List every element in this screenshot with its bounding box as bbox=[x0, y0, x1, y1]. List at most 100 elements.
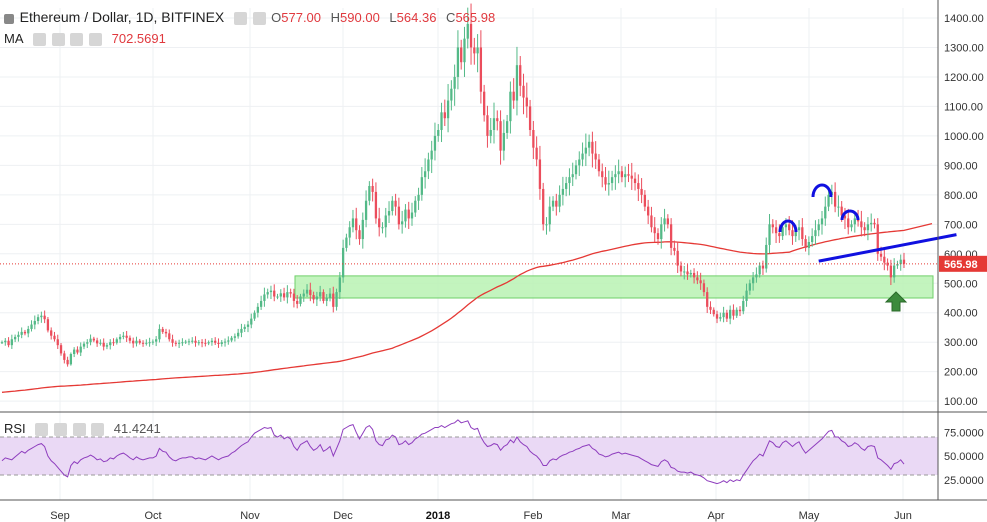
candle-body bbox=[604, 177, 607, 185]
settings-icon[interactable] bbox=[53, 423, 67, 437]
candle bbox=[410, 202, 414, 226]
candle-body bbox=[768, 224, 771, 245]
candle bbox=[371, 178, 374, 202]
candle bbox=[220, 340, 223, 347]
candle-body bbox=[847, 218, 850, 228]
support-zone-rect bbox=[294, 275, 934, 299]
candle-body bbox=[210, 340, 214, 343]
candle-body bbox=[719, 317, 722, 319]
candle bbox=[814, 220, 817, 245]
candle bbox=[95, 337, 99, 347]
candle bbox=[325, 294, 328, 307]
candle bbox=[279, 289, 282, 302]
candle bbox=[30, 320, 33, 332]
candle bbox=[266, 288, 269, 299]
candle bbox=[109, 339, 112, 350]
candle bbox=[151, 339, 155, 345]
candle-body bbox=[217, 342, 220, 344]
settings-icon[interactable] bbox=[252, 12, 266, 26]
candle bbox=[837, 195, 840, 217]
candle-body bbox=[292, 293, 296, 301]
candle-body bbox=[410, 212, 414, 219]
close-icon[interactable] bbox=[70, 33, 84, 47]
price-tick-label: 100.00 bbox=[944, 396, 978, 408]
close-icon[interactable] bbox=[72, 423, 86, 437]
candle-body bbox=[833, 191, 837, 207]
candle bbox=[273, 284, 276, 302]
candle bbox=[456, 30, 460, 90]
candle bbox=[394, 193, 397, 216]
candle bbox=[69, 352, 73, 366]
candle bbox=[440, 102, 443, 143]
eye-icon[interactable] bbox=[33, 33, 47, 47]
candle-body bbox=[269, 290, 273, 293]
symbol-title[interactable]: Ethereum / Dollar, 1D, BITFINEX bbox=[19, 9, 225, 25]
candle bbox=[886, 258, 889, 271]
candle bbox=[453, 64, 456, 106]
candle-body bbox=[692, 272, 696, 278]
candle bbox=[811, 228, 814, 247]
candle bbox=[686, 264, 689, 280]
rsi-label[interactable]: RSI bbox=[4, 421, 26, 436]
candle-body bbox=[735, 309, 738, 316]
candle bbox=[138, 338, 141, 345]
more-icon[interactable] bbox=[89, 33, 102, 47]
candle bbox=[391, 196, 394, 216]
candle bbox=[338, 272, 341, 300]
candle-body bbox=[715, 314, 719, 319]
candle bbox=[335, 288, 338, 311]
candle-body bbox=[637, 183, 640, 189]
candle-body bbox=[158, 328, 161, 340]
ma-label[interactable]: MA bbox=[4, 31, 24, 46]
candle bbox=[46, 316, 50, 333]
candle bbox=[246, 320, 250, 333]
candle-body bbox=[742, 300, 745, 312]
candle-body bbox=[135, 340, 138, 344]
candle-body bbox=[171, 339, 174, 343]
candle bbox=[210, 338, 214, 346]
candle-body bbox=[863, 227, 866, 231]
eye-icon[interactable] bbox=[35, 423, 49, 437]
candle-body bbox=[50, 330, 53, 336]
arrow-shape bbox=[884, 291, 908, 312]
candle bbox=[568, 168, 571, 196]
candle-body bbox=[466, 23, 469, 39]
candle bbox=[804, 235, 807, 252]
candle bbox=[227, 336, 230, 345]
candle-body bbox=[512, 91, 515, 101]
candle bbox=[702, 279, 706, 297]
candle-body bbox=[118, 336, 122, 340]
time-tick-label: 2018 bbox=[426, 510, 450, 522]
candle-body bbox=[460, 47, 463, 63]
candle-body bbox=[502, 132, 505, 151]
candle-body bbox=[696, 277, 699, 281]
candle bbox=[771, 219, 774, 234]
candle-body bbox=[817, 224, 820, 231]
candle bbox=[630, 162, 633, 190]
candle bbox=[699, 272, 702, 290]
candle-body bbox=[483, 91, 486, 116]
candle bbox=[407, 201, 410, 230]
candle-body bbox=[732, 309, 735, 316]
candle-body bbox=[43, 315, 46, 320]
candle-body bbox=[837, 206, 840, 208]
candle-body bbox=[305, 289, 309, 294]
settings-icon[interactable] bbox=[51, 33, 65, 47]
candle-body bbox=[128, 337, 132, 341]
more-icon[interactable] bbox=[91, 423, 105, 437]
candle bbox=[853, 212, 856, 233]
candle-body bbox=[92, 338, 95, 341]
candle-body bbox=[174, 342, 177, 344]
candle-body bbox=[597, 159, 601, 172]
candle-body bbox=[273, 290, 276, 297]
candle-body bbox=[774, 227, 778, 234]
candle-body bbox=[371, 186, 374, 192]
candle-body bbox=[187, 341, 191, 343]
candle-body bbox=[551, 200, 555, 207]
candle bbox=[486, 105, 489, 148]
candle-body bbox=[614, 174, 617, 178]
collapse-icon[interactable] bbox=[4, 13, 14, 24]
eye-icon[interactable] bbox=[233, 12, 247, 26]
